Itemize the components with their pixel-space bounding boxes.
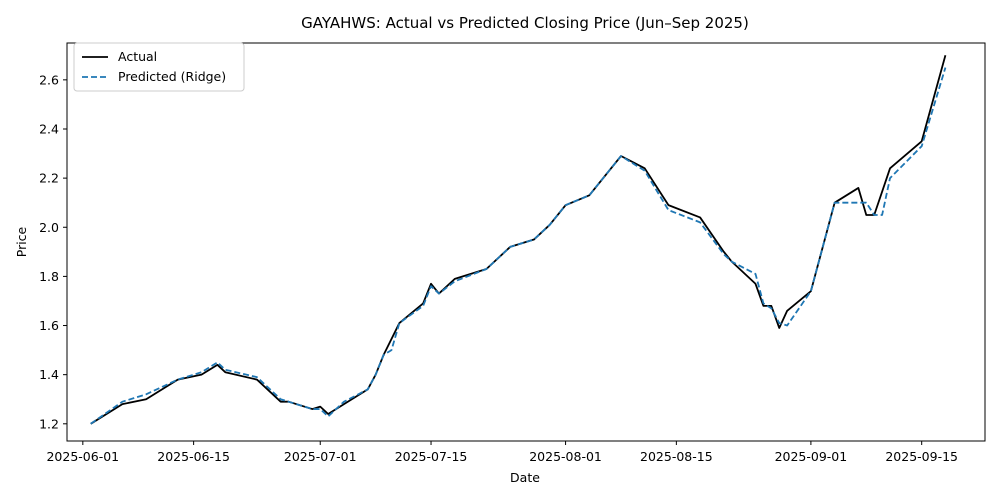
plot-frame (66, 42, 986, 442)
x-tick-label: 2025-09-01 (775, 449, 848, 464)
x-axis: 2025-06-01 2025-06-15 2025-07-01 2025-07-15… (46, 441, 958, 464)
legend-label-actual: Actual (118, 49, 157, 64)
x-axis-label: Date (510, 470, 540, 485)
x-tick-label: 2025-09-15 (885, 449, 958, 464)
y-tick-label: 1.4 (39, 367, 59, 382)
chart-title: GAYAHWS: Actual vs Predicted Closing Pri… (301, 14, 749, 32)
y-tick-label: 2.4 (39, 121, 59, 136)
y-tick-label: 2.0 (39, 220, 59, 235)
x-tick-label: 2025-07-01 (284, 449, 357, 464)
legend-box (73, 42, 245, 92)
y-axis-label: Price (14, 226, 29, 257)
y-tick-label: 1.2 (39, 416, 59, 431)
y-tick-label: 1.8 (39, 269, 59, 284)
y-axis: 1.2 1.4 1.6 1.8 2.0 2.2 2.4 2.6 (39, 72, 67, 431)
legend: Actual Predicted (Ridge) (73, 42, 245, 92)
y-tick-label: 1.6 (39, 318, 59, 333)
series-line-predicted (90, 67, 947, 425)
plot-area (66, 42, 986, 442)
x-tick-label: 2025-07-15 (395, 449, 468, 464)
x-tick-label: 2025-08-15 (640, 449, 713, 464)
y-tick-label: 2.2 (39, 171, 59, 186)
x-tick-label: 2025-08-01 (529, 449, 602, 464)
legend-label-predicted: Predicted (Ridge) (118, 69, 226, 84)
x-tick-label: 2025-06-01 (46, 449, 119, 464)
y-tick-label: 2.6 (39, 72, 59, 87)
x-tick-label: 2025-06-15 (157, 449, 230, 464)
